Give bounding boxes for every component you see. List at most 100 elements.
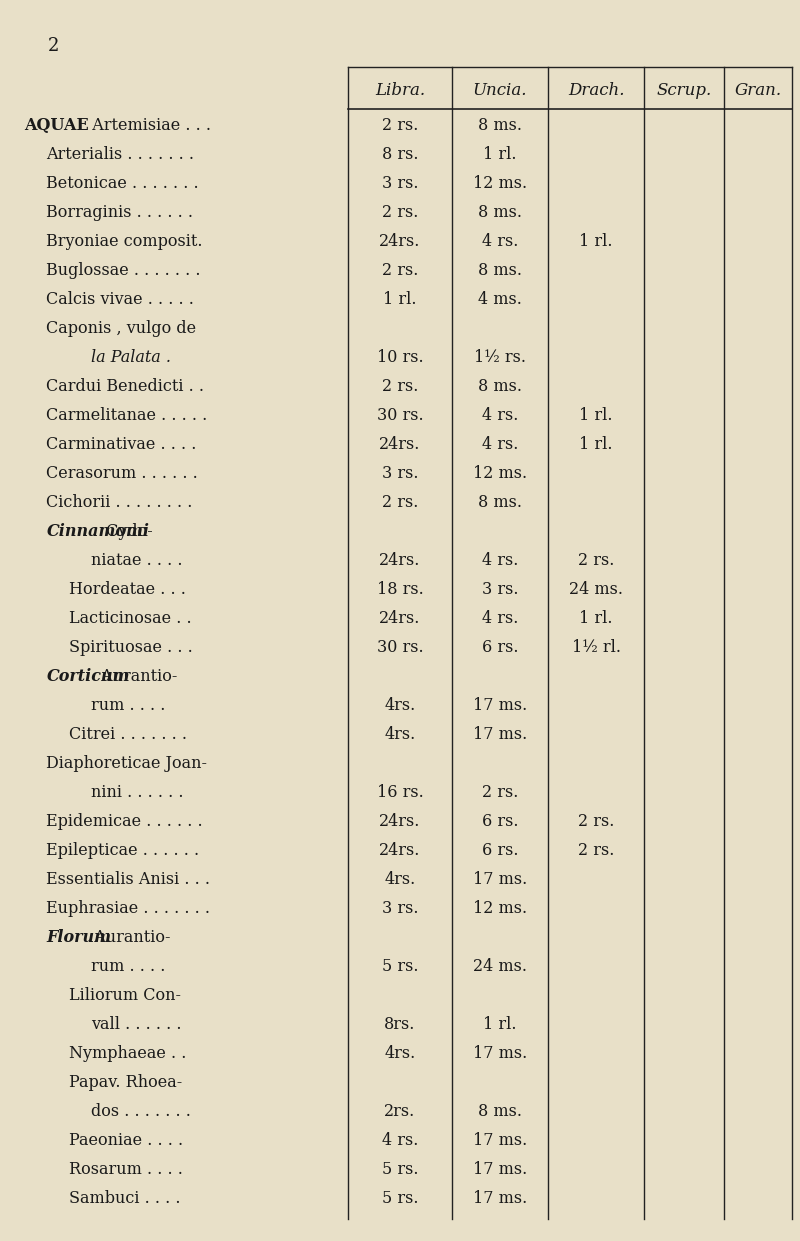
Text: 3 rs.: 3 rs. [482,581,518,598]
Text: 4rs.: 4rs. [384,696,416,714]
Text: 4 rs.: 4 rs. [482,232,518,249]
Text: Essentialis Anisi . . .: Essentialis Anisi . . . [46,871,210,887]
Text: Epilepticae . . . . . .: Epilepticae . . . . . . [46,841,199,859]
Text: 1 rl.: 1 rl. [383,290,417,308]
Text: Spirituosae . . .: Spirituosae . . . [69,639,193,655]
Text: 5 rs.: 5 rs. [382,1190,418,1206]
Text: Carmelitanae . . . . .: Carmelitanae . . . . . [46,407,208,423]
Text: 2 rs.: 2 rs. [382,377,418,395]
Text: 8 ms.: 8 ms. [478,494,522,510]
Text: Liliorum Con-: Liliorum Con- [69,987,181,1004]
Text: 24rs.: 24rs. [379,841,421,859]
Text: Euphrasiae . . . . . . .: Euphrasiae . . . . . . . [46,900,210,917]
Text: Epidemicae . . . . . .: Epidemicae . . . . . . [46,813,203,830]
Text: 24rs.: 24rs. [379,552,421,568]
Text: 8 ms.: 8 ms. [478,204,522,221]
Text: 8 ms.: 8 ms. [478,262,522,279]
Text: 18 rs.: 18 rs. [377,581,423,598]
Text: Sambuci . . . .: Sambuci . . . . [69,1190,180,1206]
Text: 17 ms.: 17 ms. [473,1190,527,1206]
Text: rum . . . .: rum . . . . [91,958,166,974]
Text: 6 rs.: 6 rs. [482,813,518,830]
Text: vall . . . . . .: vall . . . . . . [91,1015,182,1033]
Text: Uncia.: Uncia. [473,82,527,99]
Text: AQUAE: AQUAE [24,117,89,134]
Text: Aurantio-: Aurantio- [84,928,170,946]
Text: 2 rs.: 2 rs. [578,552,614,568]
Text: Corticum: Corticum [46,668,130,685]
Text: 2 rs.: 2 rs. [578,813,614,830]
Text: 2rs.: 2rs. [384,1103,416,1119]
Text: 1 rl.: 1 rl. [483,1015,517,1033]
Text: 3 rs.: 3 rs. [382,900,418,917]
Text: 24rs.: 24rs. [379,813,421,830]
Text: 12 ms.: 12 ms. [473,464,527,482]
Text: 4 ms.: 4 ms. [478,290,522,308]
Text: 8 rs.: 8 rs. [382,145,418,163]
Text: 5 rs.: 5 rs. [382,1160,418,1178]
Text: Florum: Florum [46,928,111,946]
Text: 12 ms.: 12 ms. [473,900,527,917]
Text: 12 ms.: 12 ms. [473,175,527,191]
Text: 4 rs.: 4 rs. [482,609,518,627]
Text: 8 ms.: 8 ms. [478,117,522,134]
Text: nini . . . . . .: nini . . . . . . [91,783,184,800]
Text: 17 ms.: 17 ms. [473,726,527,742]
Text: 8 ms.: 8 ms. [478,1103,522,1119]
Text: Citrei . . . . . . .: Citrei . . . . . . . [69,726,187,742]
Text: 10 rs.: 10 rs. [377,349,423,366]
Text: Carminativae . . . .: Carminativae . . . . [46,436,197,453]
Text: Betonicae . . . . . . .: Betonicae . . . . . . . [46,175,199,191]
Text: Libra.: Libra. [375,82,425,99]
Text: 2: 2 [48,37,59,56]
Text: 24 ms.: 24 ms. [473,958,527,974]
Text: Hordeatae . . .: Hordeatae . . . [69,581,186,598]
Text: 5 rs.: 5 rs. [382,958,418,974]
Text: Scrup.: Scrup. [656,82,712,99]
Text: Artemisiae . . .: Artemisiae . . . [82,117,210,134]
Text: dos . . . . . . .: dos . . . . . . . [91,1103,191,1119]
Text: 3 rs.: 3 rs. [382,175,418,191]
Text: 8 ms.: 8 ms. [478,377,522,395]
Text: 6 rs.: 6 rs. [482,639,518,655]
Text: 4rs.: 4rs. [384,726,416,742]
Text: 1 rl.: 1 rl. [579,609,613,627]
Text: 24 ms.: 24 ms. [569,581,623,598]
Text: 1 rl.: 1 rl. [579,436,613,453]
Text: niatae . . . .: niatae . . . . [91,552,182,568]
Text: 3 rs.: 3 rs. [382,464,418,482]
Text: 4 rs.: 4 rs. [482,552,518,568]
Text: Diaphoreticae Joan-: Diaphoreticae Joan- [46,755,207,772]
Text: Nymphaeae . .: Nymphaeae . . [69,1045,186,1061]
Text: Cinnamomi: Cinnamomi [46,522,150,540]
Text: 17 ms.: 17 ms. [473,696,527,714]
Text: 24rs.: 24rs. [379,232,421,249]
Text: Borraginis . . . . . .: Borraginis . . . . . . [46,204,194,221]
Text: Buglossae . . . . . . .: Buglossae . . . . . . . [46,262,201,279]
Text: la Palata .: la Palata . [91,349,171,366]
Text: 2 rs.: 2 rs. [382,262,418,279]
Text: 4 rs.: 4 rs. [482,407,518,423]
Text: 2 rs.: 2 rs. [382,117,418,134]
Text: Lacticinosae . .: Lacticinosae . . [69,609,191,627]
Text: 2 rs.: 2 rs. [382,494,418,510]
Text: 24rs.: 24rs. [379,436,421,453]
Text: 1 rl.: 1 rl. [483,145,517,163]
Text: 30 rs.: 30 rs. [377,639,423,655]
Text: 24rs.: 24rs. [379,609,421,627]
Text: Cardui Benedicti . .: Cardui Benedicti . . [46,377,205,395]
Text: 2 rs.: 2 rs. [482,783,518,800]
Text: 1 rl.: 1 rl. [579,407,613,423]
Text: Paeoniae . . . .: Paeoniae . . . . [69,1132,183,1149]
Text: Gran.: Gran. [734,82,782,99]
Text: Drach.: Drach. [568,82,624,99]
Text: Arterialis . . . . . . .: Arterialis . . . . . . . [46,145,194,163]
Text: 17 ms.: 17 ms. [473,1045,527,1061]
Text: Calcis vivae . . . . .: Calcis vivae . . . . . [46,290,194,308]
Text: 16 rs.: 16 rs. [377,783,423,800]
Text: 4rs.: 4rs. [384,1045,416,1061]
Text: Cydo-: Cydo- [102,522,153,540]
Text: 17 ms.: 17 ms. [473,1132,527,1149]
Text: Cerasorum . . . . . .: Cerasorum . . . . . . [46,464,198,482]
Text: Papav. Rhoea-: Papav. Rhoea- [69,1073,182,1091]
